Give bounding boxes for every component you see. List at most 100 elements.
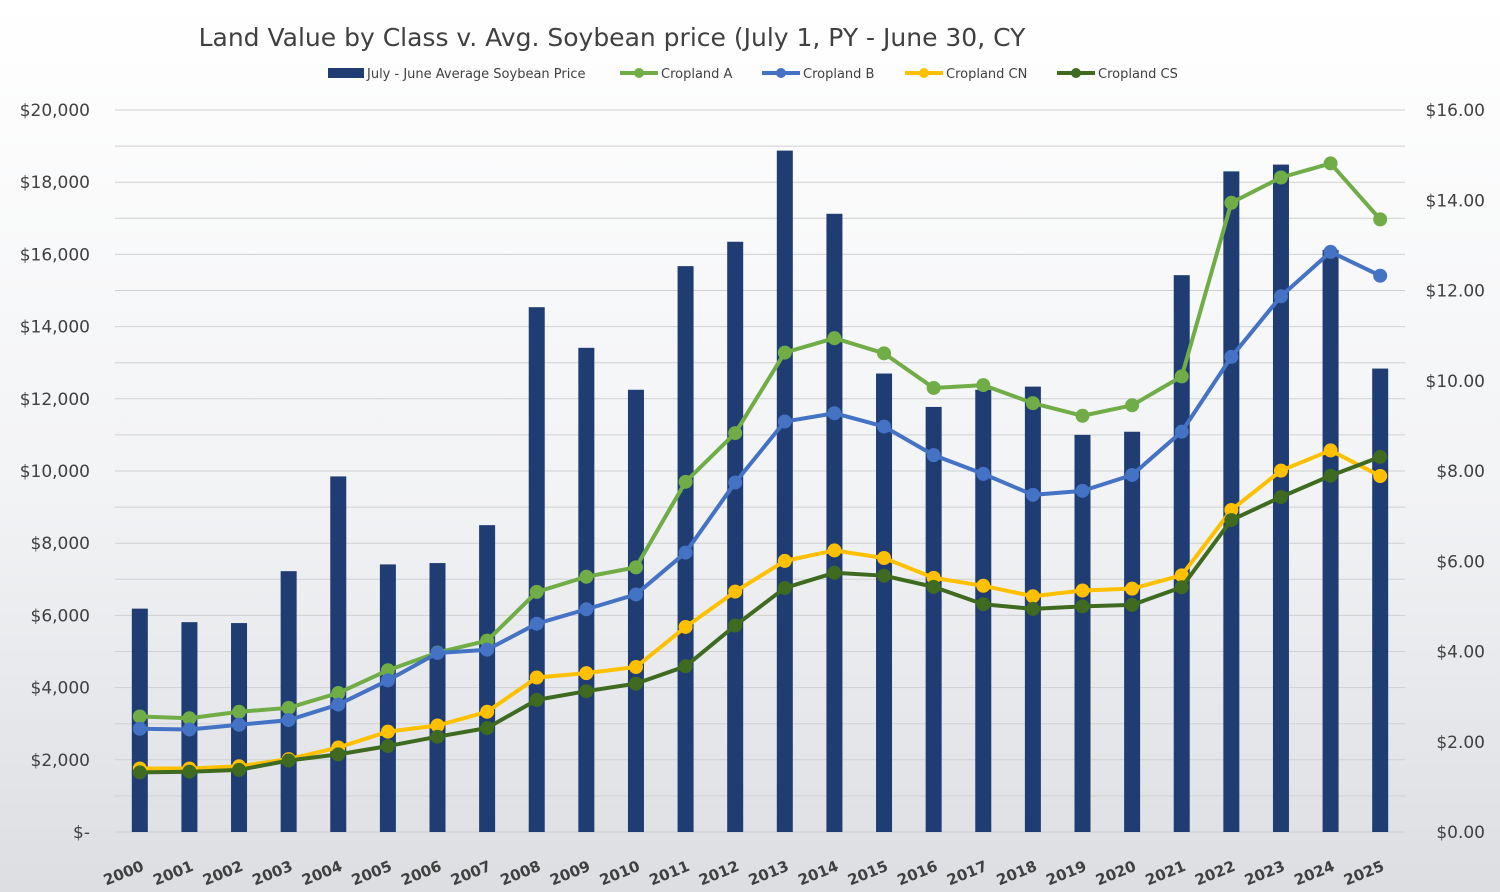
left-axis-tick-label: $12,000	[20, 390, 90, 410]
point-cropland-cn-2022	[1224, 502, 1239, 517]
point-cropland-b-2001	[182, 722, 197, 737]
right-axis-tick-label: $2.00	[1436, 733, 1485, 753]
point-cropland-cn-2007	[480, 704, 495, 719]
point-cropland-b-2015	[877, 419, 892, 434]
x-tick-label: 2012	[696, 857, 741, 889]
bar-2021	[1173, 275, 1190, 833]
point-cropland-a-2017	[976, 378, 991, 393]
bar-2005	[379, 564, 396, 832]
point-cropland-cs-2018	[1025, 601, 1040, 616]
right-axis-tick-label: $4.00	[1436, 643, 1485, 663]
point-cropland-cn-2009	[579, 666, 594, 681]
point-cropland-cs-2019	[1075, 599, 1090, 614]
point-cropland-cs-2006	[430, 729, 445, 744]
point-cropland-b-2020	[1125, 467, 1140, 482]
point-cropland-a-2002	[232, 704, 247, 719]
bar-2015	[876, 373, 893, 832]
point-cropland-b-2002	[232, 717, 247, 732]
point-cropland-a-2004	[331, 686, 346, 701]
bar-2012	[727, 241, 744, 832]
right-axis-tick-label: $16.00	[1426, 101, 1485, 121]
legend-label-cropland-cn: Cropland CN	[946, 67, 1027, 82]
x-tick-label: 2014	[795, 857, 840, 889]
point-cropland-a-2011	[678, 474, 693, 489]
x-tick-label: 2003	[250, 857, 295, 889]
point-cropland-cn-2013	[777, 553, 792, 568]
point-cropland-b-2003	[281, 713, 296, 728]
point-cropland-b-2007	[480, 642, 495, 657]
point-cropland-b-2018	[1025, 487, 1040, 502]
point-cropland-a-2008	[529, 584, 544, 599]
bar-2004	[330, 476, 347, 832]
point-cropland-cs-2003	[281, 753, 296, 768]
point-cropland-b-2004	[331, 697, 346, 712]
bar-2020	[1124, 431, 1141, 832]
point-cropland-b-2000	[132, 721, 147, 736]
point-cropland-b-2011	[678, 545, 693, 560]
point-cropland-a-2025	[1373, 212, 1388, 227]
point-cropland-cn-2018	[1025, 589, 1040, 604]
series-line-cropland-cs	[139, 455, 1381, 775]
point-cropland-a-2022	[1224, 195, 1239, 210]
x-tick-label: 2020	[1093, 857, 1138, 889]
point-cropland-a-2000	[132, 709, 147, 724]
point-cropland-b-2022	[1224, 349, 1239, 364]
x-tick-label: 2019	[1044, 857, 1089, 889]
series-line-cropland-b	[139, 249, 1382, 732]
point-cropland-cn-2012	[728, 584, 743, 599]
point-cropland-a-2009	[579, 569, 594, 584]
bar-2010	[627, 389, 644, 832]
point-cropland-cs-2025	[1373, 449, 1388, 464]
legend-label-cropland-b: Cropland B	[803, 67, 874, 82]
left-axis-tick-label: $-	[73, 823, 90, 843]
point-cropland-cs-2002	[232, 762, 247, 777]
bar-series-layer	[131, 150, 1389, 833]
x-tick-label: 2011	[647, 857, 692, 889]
x-tick-label: 2004	[299, 857, 344, 889]
x-tick-label: 2002	[200, 857, 245, 889]
point-cropland-b-2014	[827, 406, 842, 421]
point-cropland-a-2023	[1273, 170, 1288, 185]
x-tick-label: 2008	[498, 857, 543, 889]
x-tick-label: 2016	[895, 857, 940, 889]
point-cropland-cn-2023	[1273, 463, 1288, 478]
bar-2025	[1372, 368, 1389, 832]
x-tick-label: 2024	[1292, 857, 1337, 889]
point-cropland-cn-2006	[430, 718, 445, 733]
point-cropland-a-2016	[926, 380, 941, 395]
bar-2019	[1074, 434, 1091, 832]
left-axis-tick-label: $18,000	[20, 173, 90, 193]
bar-2009	[578, 347, 595, 832]
point-cropland-b-2025	[1373, 268, 1388, 283]
point-cropland-cs-2011	[678, 659, 693, 674]
point-cropland-a-2014	[827, 331, 842, 346]
point-cropland-cs-2022	[1224, 513, 1239, 528]
point-cropland-cs-2012	[728, 618, 743, 633]
x-tick-label: 2025	[1341, 857, 1386, 889]
bar-2006	[429, 563, 446, 832]
left-axis-tick-label: $2,000	[31, 751, 90, 771]
bar-2007	[479, 525, 496, 832]
point-cropland-a-2012	[728, 426, 743, 441]
left-axis-tick-label: $14,000	[20, 318, 90, 338]
point-cropland-b-2019	[1075, 483, 1090, 498]
left-axis-tick-label: $10,000	[20, 462, 90, 482]
point-cropland-cs-2008	[529, 692, 544, 707]
legend-swatch-july-june-average-soybean-price	[328, 68, 364, 78]
point-cropland-cn-2005	[380, 724, 395, 739]
point-cropland-b-2013	[777, 414, 792, 429]
x-tick-label: 2010	[597, 857, 642, 889]
point-cropland-b-2017	[976, 466, 991, 481]
point-cropland-cn-2015	[877, 551, 892, 566]
point-cropland-cn-2008	[529, 670, 544, 685]
right-axis-tick-label: $8.00	[1436, 462, 1485, 482]
point-cropland-b-2010	[628, 587, 643, 602]
point-cropland-b-2008	[529, 616, 544, 631]
bar-2024	[1322, 249, 1339, 832]
bar-2022	[1223, 171, 1240, 832]
series-line-cropland-cn	[139, 448, 1382, 771]
point-cropland-cs-2014	[827, 565, 842, 580]
left-axis-tick-label: $6,000	[31, 606, 90, 626]
x-tick-label: 2009	[547, 857, 592, 889]
point-cropland-b-2009	[579, 602, 594, 617]
